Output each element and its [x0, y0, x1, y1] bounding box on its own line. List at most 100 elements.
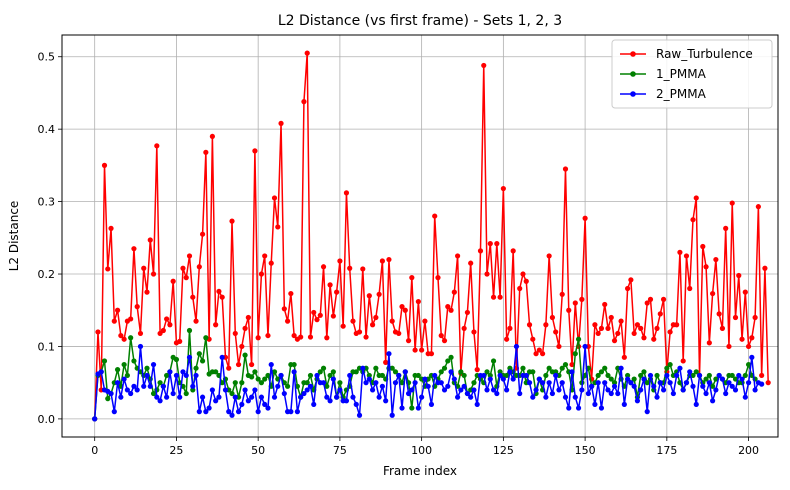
- data-point: [585, 390, 591, 397]
- data-point: [330, 369, 336, 375]
- data-point: [582, 343, 588, 350]
- data-point: [631, 376, 637, 382]
- data-point: [638, 387, 644, 393]
- data-point: [523, 372, 529, 379]
- data-point: [553, 329, 559, 335]
- data-point: [164, 372, 170, 379]
- data-point: [301, 99, 307, 105]
- data-point: [167, 369, 173, 375]
- data-point: [121, 376, 127, 382]
- data-point: [177, 394, 183, 400]
- x-tick-label: 25: [169, 444, 183, 457]
- data-point: [432, 372, 438, 379]
- data-point: [651, 336, 657, 342]
- data-point: [706, 380, 712, 386]
- data-point: [461, 372, 467, 379]
- data-point: [517, 390, 523, 397]
- data-point: [324, 335, 330, 341]
- data-point: [405, 338, 412, 344]
- data-point: [186, 327, 193, 334]
- data-point: [131, 358, 137, 364]
- data-point: [366, 293, 372, 299]
- data-point: [579, 296, 585, 302]
- data-point: [543, 322, 549, 328]
- y-tick-label: 0.2: [38, 268, 56, 281]
- data-point: [487, 376, 493, 382]
- data-point: [147, 237, 153, 243]
- data-point: [101, 358, 108, 364]
- data-point: [595, 380, 601, 386]
- data-point: [399, 405, 405, 411]
- data-point: [654, 325, 660, 331]
- legend-item: 2_PMMA: [620, 87, 707, 101]
- data-point: [494, 390, 500, 397]
- data-point: [615, 330, 621, 337]
- data-point: [389, 318, 395, 324]
- data-point: [105, 266, 111, 272]
- data-point: [674, 372, 680, 379]
- data-point: [481, 62, 487, 69]
- legend-item: Raw_Turbulence: [620, 47, 753, 61]
- data-point: [693, 401, 699, 408]
- data-point: [386, 256, 392, 263]
- data-point: [360, 266, 366, 272]
- data-point: [167, 322, 173, 328]
- data-point: [553, 369, 559, 375]
- data-point: [455, 394, 461, 400]
- data-point: [252, 369, 258, 375]
- data-point: [631, 330, 637, 337]
- data-point: [510, 248, 516, 254]
- data-point: [284, 383, 291, 389]
- data-point: [232, 380, 238, 386]
- data-point: [575, 405, 582, 411]
- data-point: [638, 325, 644, 331]
- data-point: [729, 200, 735, 206]
- data-point: [713, 376, 719, 382]
- data-point: [605, 387, 611, 393]
- x-axis-ticks: 0 25 50 75 100 125 150 175 200: [91, 437, 759, 457]
- data-point: [654, 394, 660, 400]
- data-point: [700, 243, 706, 250]
- data-point: [190, 387, 196, 393]
- data-point: [598, 405, 605, 411]
- data-point: [736, 372, 742, 379]
- data-point: [448, 369, 454, 375]
- data-point: [242, 352, 248, 358]
- data-point: [729, 372, 735, 379]
- data-point: [745, 361, 752, 368]
- data-point: [497, 294, 503, 300]
- data-point: [101, 162, 108, 168]
- data-point: [732, 376, 739, 382]
- data-point: [369, 322, 376, 328]
- data-point: [461, 325, 467, 331]
- data-point: [376, 394, 382, 400]
- data-point: [533, 387, 539, 393]
- data-point: [213, 398, 219, 404]
- data-point: [647, 372, 654, 379]
- data-point: [203, 335, 209, 341]
- data-point: [608, 390, 614, 397]
- legend-label: 1_PMMA: [656, 67, 707, 81]
- data-point: [634, 322, 641, 328]
- data-point: [592, 401, 598, 408]
- data-point: [677, 249, 683, 255]
- data-point: [481, 372, 487, 379]
- data-point: [716, 372, 722, 379]
- data-point: [301, 390, 307, 397]
- data-point: [229, 412, 235, 418]
- data-point: [164, 394, 170, 400]
- data-point: [696, 372, 703, 379]
- data-point: [265, 332, 271, 339]
- data-point: [232, 394, 238, 400]
- legend-label: 2_PMMA: [656, 87, 707, 101]
- data-point: [602, 301, 608, 308]
- data-point: [490, 294, 497, 300]
- data-point: [196, 409, 202, 415]
- data-point: [298, 334, 304, 340]
- data-point: [160, 383, 166, 389]
- data-point: [114, 367, 121, 373]
- data-point: [641, 369, 647, 375]
- data-point: [278, 372, 284, 379]
- data-point: [369, 387, 376, 393]
- data-point: [363, 380, 369, 386]
